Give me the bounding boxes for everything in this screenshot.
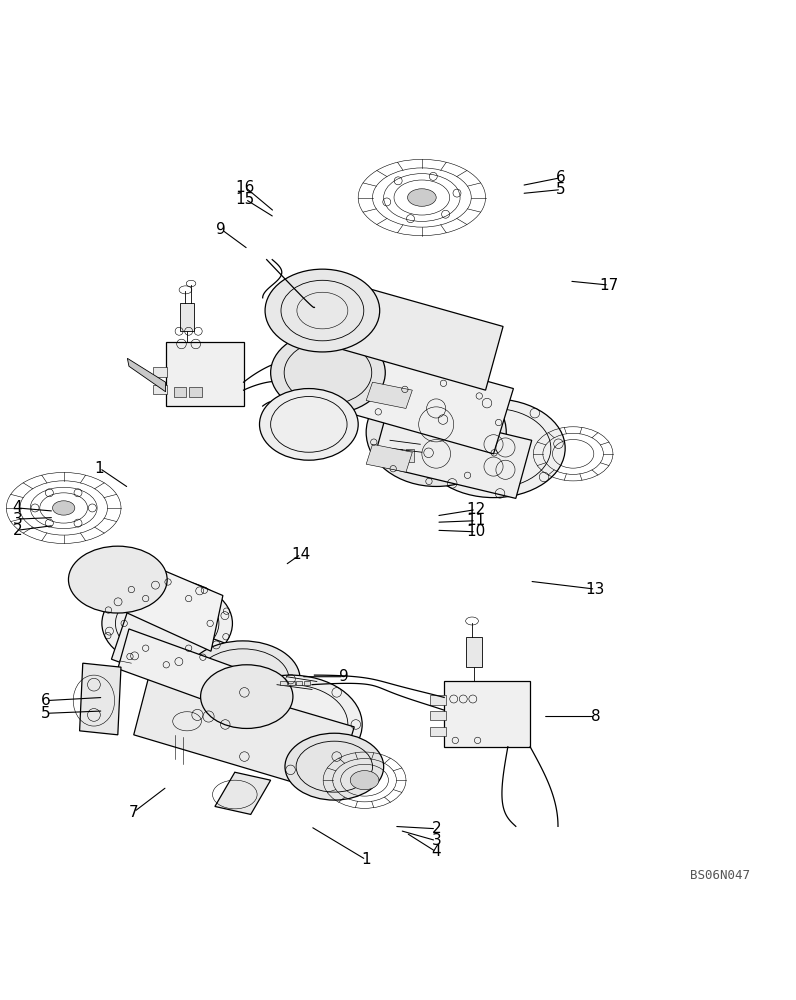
Bar	[406, 449, 414, 462]
Ellipse shape	[271, 331, 385, 414]
Ellipse shape	[422, 399, 565, 498]
Ellipse shape	[201, 665, 293, 728]
Ellipse shape	[68, 546, 167, 613]
Bar	[153, 385, 167, 394]
Ellipse shape	[285, 733, 384, 800]
Ellipse shape	[265, 269, 380, 352]
Polygon shape	[80, 663, 121, 735]
Bar	[280, 681, 287, 685]
Text: 15: 15	[236, 192, 255, 207]
Bar	[288, 681, 295, 685]
Bar	[466, 637, 482, 667]
Text: 9: 9	[339, 669, 349, 684]
Polygon shape	[312, 277, 503, 390]
Ellipse shape	[259, 389, 358, 460]
Polygon shape	[118, 629, 256, 715]
Text: 13: 13	[586, 582, 605, 597]
Polygon shape	[127, 358, 166, 392]
Polygon shape	[366, 444, 412, 472]
Text: 10: 10	[466, 524, 486, 539]
Ellipse shape	[185, 641, 300, 717]
Bar	[444, 681, 530, 747]
Polygon shape	[110, 552, 223, 651]
Text: 11: 11	[466, 513, 486, 528]
Text: 12: 12	[466, 502, 486, 517]
Ellipse shape	[350, 771, 379, 790]
Bar	[153, 367, 167, 377]
Ellipse shape	[408, 189, 436, 206]
Ellipse shape	[53, 501, 75, 515]
Text: 1: 1	[361, 852, 371, 867]
Ellipse shape	[219, 675, 362, 774]
Polygon shape	[215, 772, 271, 814]
Text: 6: 6	[41, 693, 51, 708]
Bar	[189, 387, 202, 397]
Text: 7: 7	[129, 805, 139, 820]
Text: BS06N047: BS06N047	[690, 869, 751, 882]
Bar	[174, 387, 186, 397]
Bar	[180, 303, 194, 331]
Polygon shape	[318, 339, 513, 454]
Text: 4: 4	[13, 500, 22, 515]
Text: 16: 16	[236, 180, 255, 195]
Ellipse shape	[366, 378, 506, 486]
Text: 14: 14	[291, 547, 310, 562]
Text: 4: 4	[431, 844, 441, 859]
Polygon shape	[111, 607, 247, 703]
Bar	[296, 681, 302, 685]
Text: 8: 8	[591, 709, 600, 724]
Text: 3: 3	[13, 512, 22, 527]
Text: 5: 5	[41, 706, 51, 721]
Bar	[394, 449, 402, 462]
Text: 9: 9	[217, 222, 226, 237]
Text: 17: 17	[599, 278, 618, 293]
Ellipse shape	[102, 580, 232, 667]
Text: 2: 2	[13, 523, 22, 538]
Text: 1: 1	[95, 461, 104, 476]
Bar	[304, 681, 310, 685]
Text: 6: 6	[556, 170, 566, 185]
Bar	[430, 695, 446, 705]
Text: 2: 2	[431, 821, 441, 836]
Polygon shape	[373, 406, 532, 498]
Polygon shape	[134, 667, 354, 795]
Text: 3: 3	[431, 833, 441, 848]
Bar	[430, 711, 446, 720]
Bar	[430, 727, 446, 736]
Text: 5: 5	[556, 182, 566, 197]
Bar	[166, 342, 244, 406]
Polygon shape	[366, 382, 412, 408]
